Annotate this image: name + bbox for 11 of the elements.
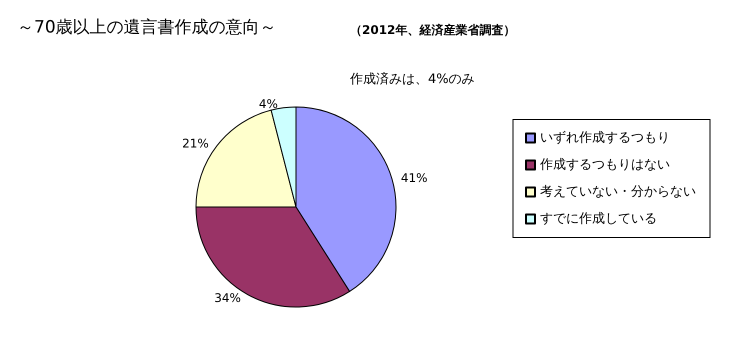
data-label: 41%	[400, 170, 428, 185]
data-label: 4%	[258, 96, 278, 111]
chart-subtitle: （2012年、経済産業省調査）	[350, 23, 516, 37]
legend-label: 作成するつもりはない	[539, 158, 670, 172]
legend-label: 考えていない・分からない	[540, 184, 696, 200]
data-label: 34%	[214, 291, 241, 306]
text: 作成済みは、4%のみ	[349, 71, 475, 87]
legend-label: すでに作成している	[540, 212, 657, 226]
chart-title: ～70歳以上の遺言書作成の意向～	[17, 18, 277, 38]
legend-label: いずれ作成するつもり	[540, 130, 670, 146]
data-label: 21%	[182, 136, 209, 150]
